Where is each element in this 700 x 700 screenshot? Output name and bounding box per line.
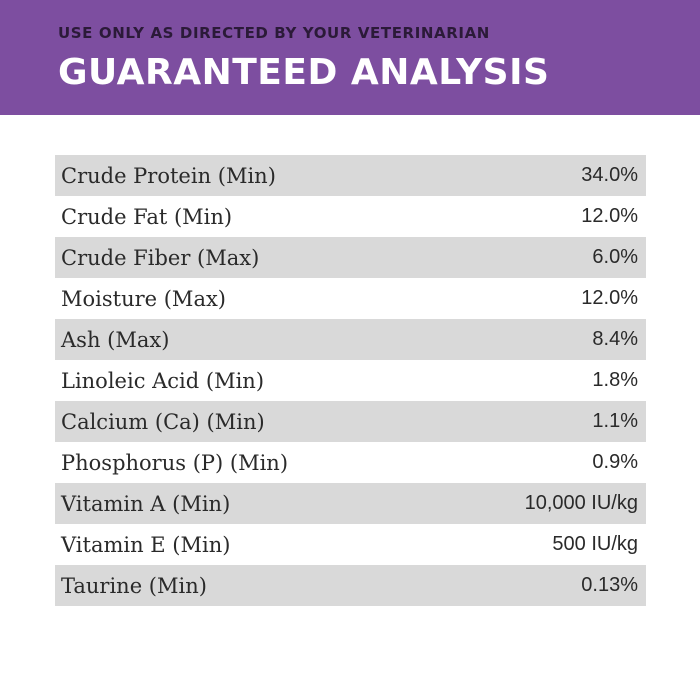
nutrient-value: 0.13%	[581, 574, 638, 596]
table-row: Moisture (Max) 12.0%	[55, 278, 646, 319]
page-title: GUARANTEED ANALYSIS	[58, 52, 550, 93]
nutrient-label: Ash (Max)	[61, 327, 170, 352]
nutrient-value: 0.9%	[592, 451, 638, 473]
nutrient-value: 34.0%	[581, 164, 638, 186]
table-row: Phosphorus (P) (Min) 0.9%	[55, 442, 646, 483]
table-row: Vitamin E (Min) 500 IU/kg	[55, 524, 646, 565]
nutrient-value: 6.0%	[592, 246, 638, 268]
nutrient-value: 12.0%	[581, 205, 638, 227]
nutrient-value: 500 IU/kg	[552, 533, 638, 555]
nutrient-label: Moisture (Max)	[61, 286, 226, 311]
nutrient-value: 10,000 IU/kg	[524, 492, 638, 514]
table-row: Crude Protein (Min) 34.0%	[55, 155, 646, 196]
nutrient-label: Linoleic Acid (Min)	[61, 368, 265, 393]
table-row: Taurine (Min) 0.13%	[55, 565, 646, 606]
nutrient-label: Crude Fat (Min)	[61, 204, 233, 229]
nutrient-label: Vitamin E (Min)	[61, 532, 231, 557]
nutrient-label: Crude Protein (Min)	[61, 163, 276, 188]
table-row: Vitamin A (Min) 10,000 IU/kg	[55, 483, 646, 524]
nutrient-label: Crude Fiber (Max)	[61, 245, 260, 270]
nutrient-label: Calcium (Ca) (Min)	[61, 409, 265, 434]
nutrient-value: 1.1%	[592, 410, 638, 432]
table-row: Linoleic Acid (Min) 1.8%	[55, 360, 646, 401]
nutrient-value: 12.0%	[581, 287, 638, 309]
nutrient-value: 1.8%	[592, 369, 638, 391]
usage-notice: USE ONLY AS DIRECTED BY YOUR VETERINARIA…	[58, 24, 490, 42]
nutrient-label: Taurine (Min)	[61, 573, 207, 598]
nutrient-label: Vitamin A (Min)	[61, 491, 231, 516]
table-row: Ash (Max) 8.4%	[55, 319, 646, 360]
table-row: Crude Fiber (Max) 6.0%	[55, 237, 646, 278]
table-row: Crude Fat (Min) 12.0%	[55, 196, 646, 237]
table-row: Calcium (Ca) (Min) 1.1%	[55, 401, 646, 442]
header-banner: USE ONLY AS DIRECTED BY YOUR VETERINARIA…	[0, 0, 700, 115]
nutrient-label: Phosphorus (P) (Min)	[61, 450, 289, 475]
nutrient-value: 8.4%	[592, 328, 638, 350]
analysis-table: Crude Protein (Min) 34.0% Crude Fat (Min…	[55, 155, 646, 606]
